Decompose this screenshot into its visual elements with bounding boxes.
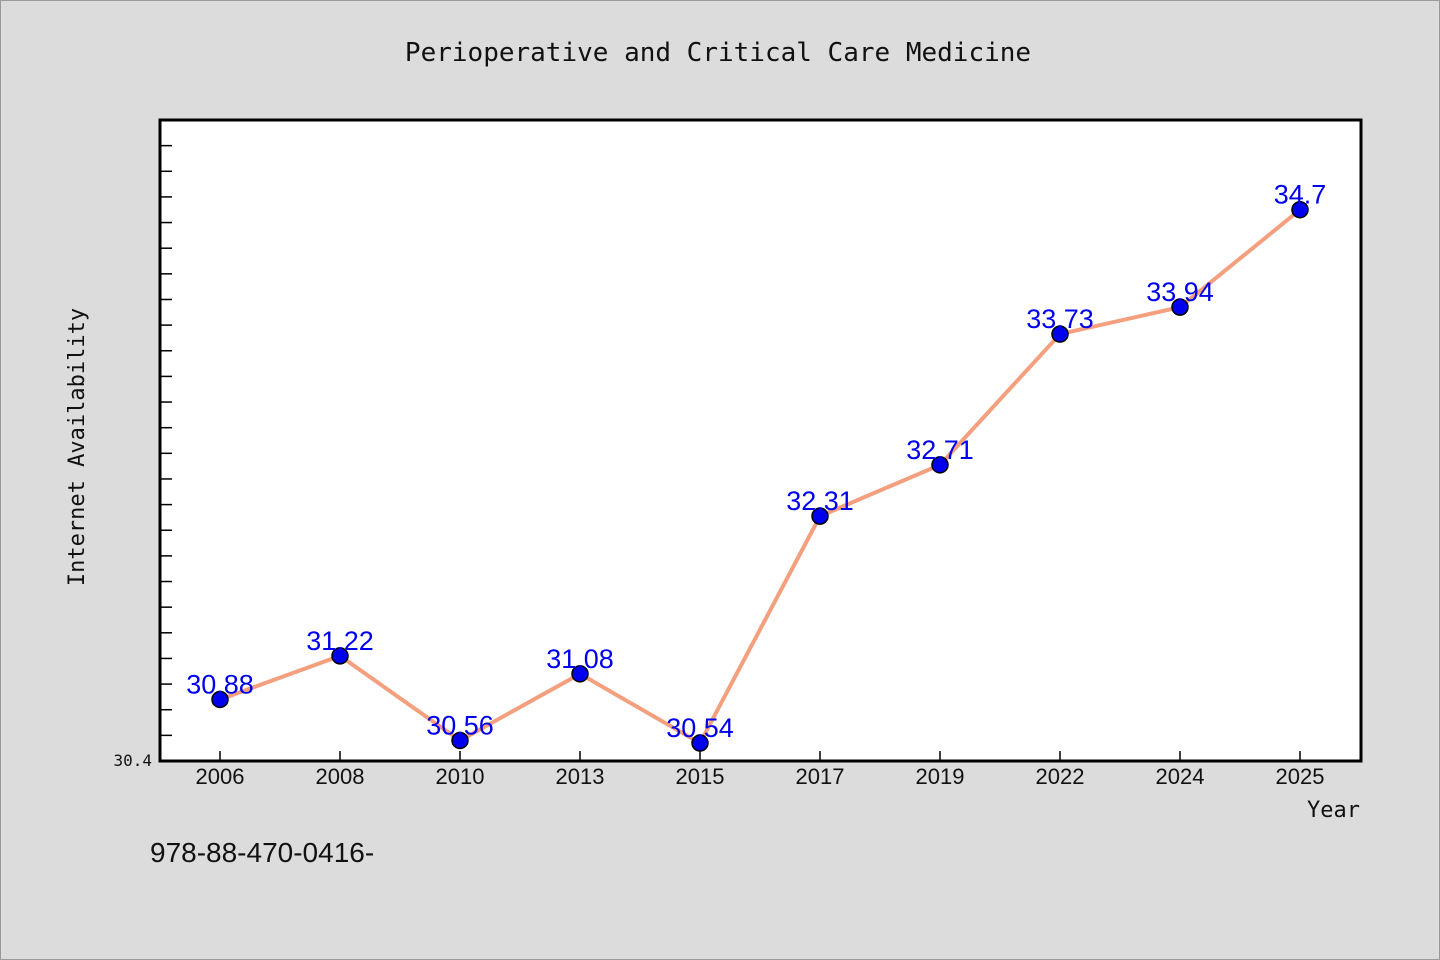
data-point: [331, 647, 349, 665]
chart-title: Perioperative and Critical Care Medicine: [405, 38, 1031, 68]
x-axis-ticks: [219, 751, 1301, 761]
y-axis-ticks: [160, 144, 172, 737]
data-label: 30.88: [186, 669, 254, 699]
series-markers: [211, 200, 1309, 752]
x-tick-label: 2017: [796, 764, 845, 789]
footer-text: 978-88-470-0416-: [150, 837, 374, 868]
data-label: 31.22: [306, 626, 374, 656]
data-label: 31.08: [546, 644, 614, 674]
data-point: [211, 690, 229, 709]
data-label: 33.94: [1146, 277, 1214, 307]
x-tick-label: 2025: [1276, 764, 1325, 789]
data-point: [931, 456, 949, 474]
x-tick-label: 2013: [556, 764, 605, 789]
data-point: [811, 507, 829, 525]
x-tick-label: 2015: [676, 764, 725, 789]
x-tick-label: 2024: [1156, 764, 1205, 789]
data-label: 30.54: [666, 713, 734, 743]
data-point: [1051, 325, 1069, 343]
x-tick-label: 2008: [316, 764, 365, 789]
data-point: [451, 731, 469, 750]
y-tick-label: 30.4: [113, 751, 152, 770]
x-tick-label: 2019: [916, 764, 965, 789]
x-tick-label: 2010: [436, 764, 485, 789]
y-axis-label: Internet Availability: [65, 308, 90, 586]
data-point: [1171, 298, 1189, 316]
data-label: 30.56: [426, 710, 494, 740]
data-label: 32.31: [786, 486, 854, 516]
data-label: 32.71: [906, 435, 974, 465]
x-tick-label: 2006: [196, 764, 245, 789]
data-labels: 30.88 31.22 30.56 31.08 30.54 32.31 32.71 33.73…: [186, 180, 1326, 743]
data-label: 33.73: [1026, 304, 1094, 334]
data-point: [691, 734, 709, 752]
x-axis-tick-labels: 2006 2008 2010 2013 2015 2017 2019 2022 2024 2025: [196, 764, 1325, 789]
x-tick-label: 2022: [1036, 764, 1085, 789]
data-label: 34.7: [1274, 180, 1327, 210]
plot-area: [158, 118, 1363, 763]
data-point: [1291, 200, 1309, 219]
data-point: [571, 665, 589, 683]
series-line: [218, 207, 1302, 746]
x-axis-label: Year: [1307, 798, 1360, 823]
